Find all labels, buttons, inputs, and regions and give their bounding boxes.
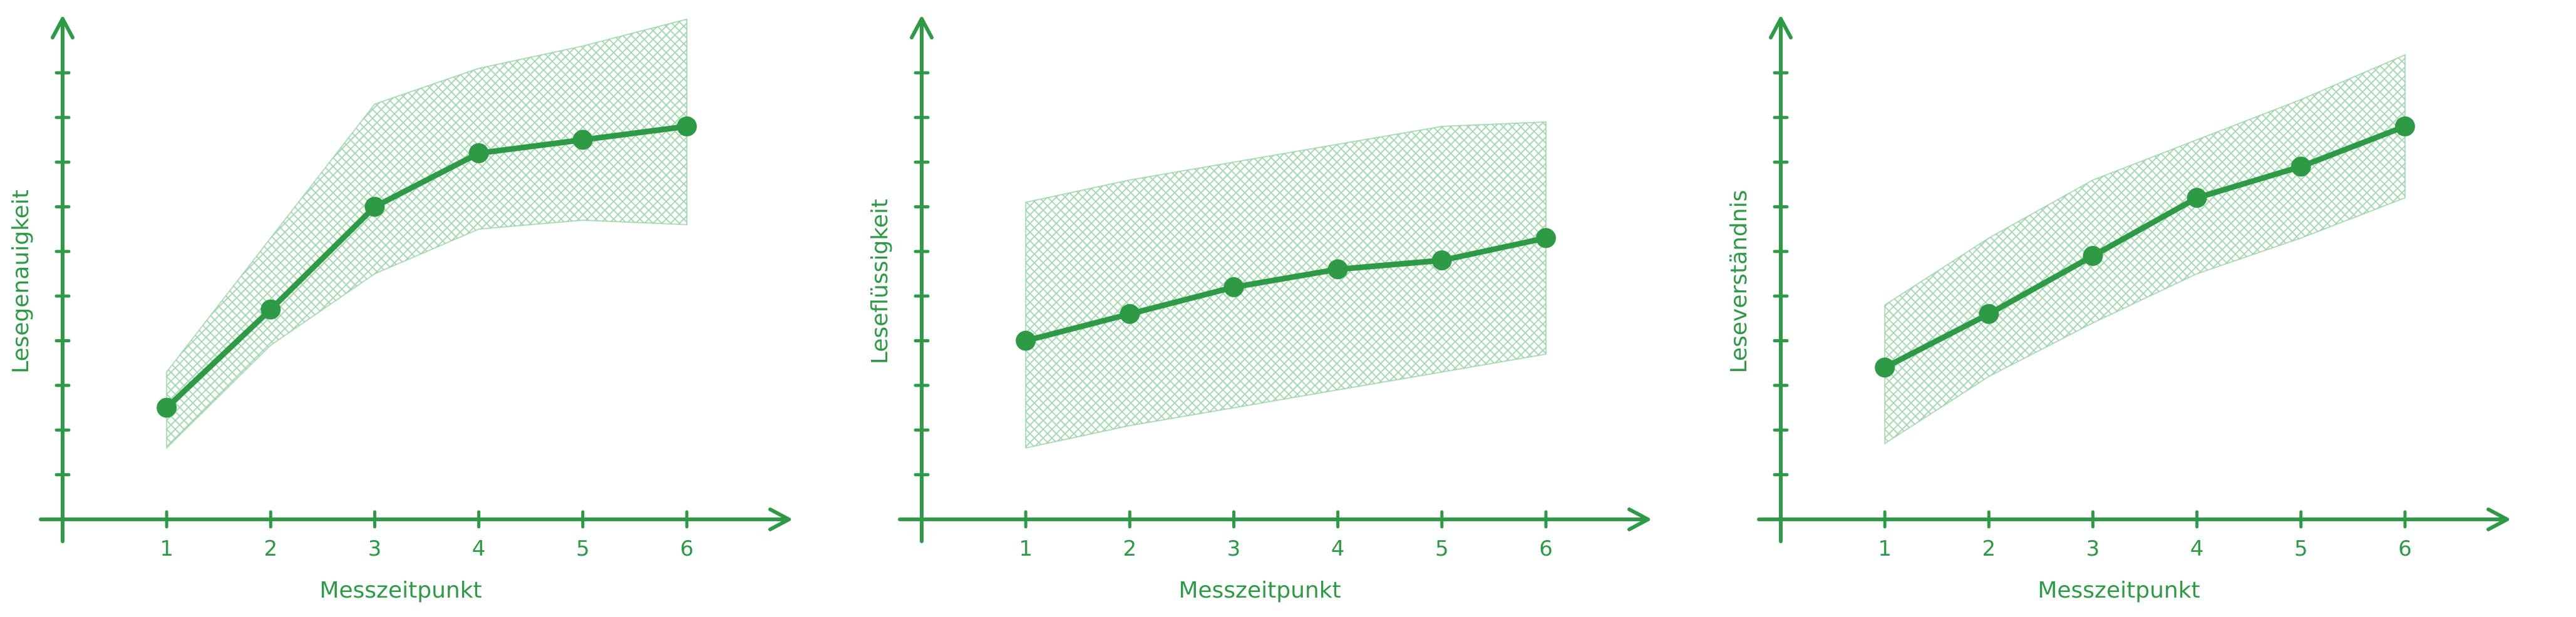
uncertainty-band — [1884, 54, 2406, 445]
y-axis-title: Leseflüssigkeit — [867, 199, 893, 364]
x-tick-label: 2 — [264, 536, 277, 561]
ticks-layer: 1 2 3 4 5 6 — [54, 71, 694, 561]
data-point — [364, 196, 385, 217]
x-tick-label: 3 — [2086, 536, 2100, 561]
y-axis-title: Lesegenauigkeit — [8, 190, 34, 374]
data-point — [1120, 303, 1140, 324]
data-point — [260, 299, 281, 320]
uncertainty-band — [1025, 121, 1547, 449]
band-layer — [1884, 54, 2406, 445]
series-line — [163, 123, 690, 411]
data-point — [1431, 250, 1452, 271]
x-axis-title: Messzeitpunkt — [1178, 578, 1341, 603]
x-tick-label: 4 — [1331, 536, 1345, 561]
x-tick-label: 1 — [1878, 536, 1892, 561]
data-point — [1327, 259, 1348, 280]
x-tick-label: 6 — [1539, 536, 1553, 561]
x-tick-label: 3 — [368, 536, 382, 561]
ticks-layer: 1 2 3 4 5 6 — [1773, 71, 2412, 561]
chart-lesegenauigkeit: 1 2 3 4 5 6 Messzeitpunkt Lesegenauigkeit — [8, 17, 791, 603]
data-point — [1875, 357, 1895, 378]
x-tick-label: 6 — [2398, 536, 2412, 561]
x-axis-title: Messzeitpunkt — [319, 578, 482, 603]
x-tick-label: 5 — [2294, 536, 2308, 561]
y-axis-arrow — [51, 17, 75, 39]
y-axis-arrow — [910, 17, 934, 39]
band-layer — [166, 18, 688, 450]
data-point — [157, 397, 177, 418]
data-point — [2187, 188, 2207, 208]
data-point — [2394, 116, 2415, 136]
x-tick-label: 1 — [1019, 536, 1033, 561]
data-point — [468, 143, 489, 163]
x-axis-arrow — [2486, 507, 2509, 531]
y-axis-title: Leseverständnis — [1726, 190, 1752, 374]
x-tick-label: 2 — [1982, 536, 1996, 561]
series-layer — [1875, 116, 2415, 378]
x-tick-label: 5 — [1435, 536, 1449, 561]
series-line — [1882, 123, 2408, 370]
data-point — [1535, 228, 1556, 248]
x-tick-label: 5 — [576, 536, 590, 561]
x-axis-arrow — [768, 507, 791, 531]
uncertainty-band — [166, 18, 688, 450]
band-layer — [1025, 121, 1547, 449]
series-layer — [157, 116, 697, 418]
chart-leseverstandnis: 1 2 3 4 5 6 Messzeitpunkt Leseverständnis — [1726, 17, 2509, 603]
data-point — [1016, 330, 1036, 351]
x-tick-label: 3 — [1227, 536, 1241, 561]
x-axis-arrow — [1627, 507, 1650, 531]
data-point — [2290, 156, 2311, 177]
data-point — [2083, 245, 2103, 266]
y-axis-arrow — [1769, 17, 1793, 39]
x-tick-label: 4 — [2190, 536, 2204, 561]
chart-leseflussigkeit: 1 2 3 4 5 6 Messzeitpunkt Leseflüssigkeit — [867, 17, 1650, 603]
data-point — [572, 130, 593, 150]
x-tick-label: 2 — [1123, 536, 1136, 561]
ticks-layer: 1 2 3 4 5 6 — [914, 71, 1553, 561]
data-point — [676, 116, 697, 136]
x-axis-title: Messzeitpunkt — [2038, 578, 2200, 603]
x-tick-label: 1 — [160, 536, 173, 561]
x-tick-label: 4 — [472, 536, 486, 561]
series-line — [1023, 235, 1549, 344]
data-point — [1979, 303, 1999, 324]
x-tick-label: 6 — [680, 536, 694, 561]
data-point — [1224, 277, 1244, 297]
series-layer — [1016, 228, 1556, 351]
